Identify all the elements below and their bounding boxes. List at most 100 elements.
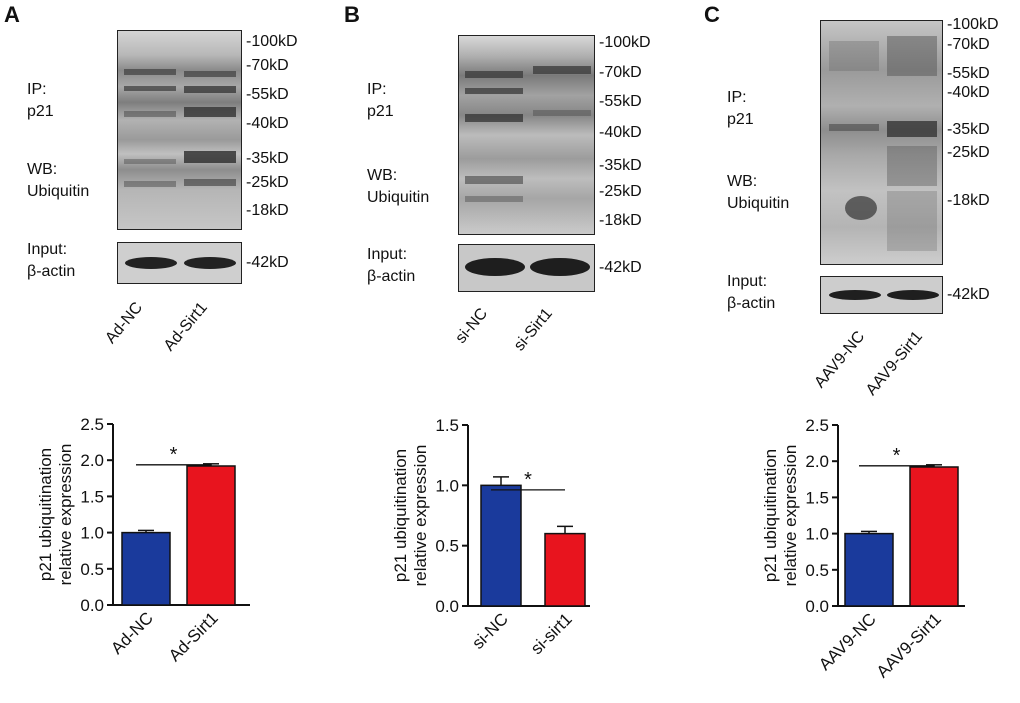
y-tick-label: 0.0 [435, 597, 459, 616]
marker-25kd: -25kD [246, 174, 289, 191]
input-label: Input: [367, 246, 408, 263]
actin-bands [125, 257, 236, 269]
y-tick-label: 0.5 [80, 560, 104, 579]
lane-label: si-NC [452, 305, 492, 347]
x-tick-label: si-sirt1 [527, 609, 576, 658]
wb-label: WB: [727, 173, 758, 190]
x-tick-label: Ad-NC [107, 608, 157, 658]
marker-55kd: -55kD [599, 93, 642, 110]
lane-label: AAV9-NC [811, 328, 869, 392]
marker-42kd: -42kD [246, 254, 289, 271]
ip-label: IP: [727, 89, 747, 106]
ip-target: p21 [367, 103, 394, 120]
input-target: β-actin [367, 268, 416, 285]
wb-target: Ubiquitin [27, 183, 90, 200]
blot-bands [124, 69, 236, 187]
marker-40kd: -40kD [246, 115, 289, 132]
marker-40kd: -40kD [947, 84, 990, 101]
wb-label: WB: [367, 167, 398, 184]
y-axis-label: p21 ubiquitination [761, 449, 780, 582]
y-tick-label: 0.0 [805, 597, 829, 616]
significance-marker: * [170, 444, 178, 466]
beta-actin-blot [820, 276, 943, 314]
ip-target: p21 [727, 111, 754, 128]
bar [844, 532, 894, 607]
y-tick-label: 1.5 [435, 416, 459, 435]
x-tick-label: si-NC [468, 609, 511, 652]
marker-70kd: -70kD [246, 57, 289, 74]
ubiquitin-blot [117, 30, 242, 230]
y-tick-label: 1.5 [805, 488, 829, 507]
x-tick-label: AAV9-Sirt1 [873, 609, 945, 681]
y-tick-label: 2.5 [80, 415, 104, 434]
panel-label-b: B [344, 2, 360, 27]
marker-42kd: -42kD [947, 286, 990, 303]
wb-target: Ubiquitin [367, 189, 430, 206]
marker-25kd: -25kD [947, 144, 990, 161]
marker-100kd: -100kD [246, 33, 298, 50]
ubiquitin-blot [458, 35, 595, 235]
lane-label: Ad-Sirt1 [160, 299, 212, 355]
significance-marker: * [893, 445, 901, 467]
y-tick-label: 1.0 [80, 524, 104, 543]
input-label: Input: [727, 273, 768, 290]
bar [544, 532, 586, 607]
marker-100kd: -100kD [947, 16, 999, 33]
input-label: Input: [27, 241, 68, 258]
beta-actin-blot [117, 242, 242, 284]
significance-marker: * [524, 469, 532, 491]
bar-chart-c: 0.0 0.5 1.0 1.5 2.0 2.5 p21 ubiquitination rela… [761, 416, 965, 681]
blot-bands [465, 66, 591, 202]
panel-label-a: A [4, 2, 20, 27]
marker-42kd: -42kD [599, 259, 642, 276]
ip-label: IP: [27, 81, 47, 98]
y-axis-label: relative expression [411, 445, 430, 587]
lane-label: Ad-NC [102, 299, 147, 347]
bar-chart-a: 0.0 0.5 1.0 1.5 2.0 2.5 p21 ubiquitination rela… [36, 415, 250, 665]
ubiquitin-blot [820, 20, 943, 265]
y-axis-label: p21 ubiquitination [391, 449, 410, 582]
y-tick-label: 0.5 [435, 537, 459, 556]
y-tick-label: 0.5 [805, 561, 829, 580]
lane-label: si-Sirt1 [511, 305, 557, 355]
ip-target: p21 [27, 103, 54, 120]
y-axis-label: relative expression [781, 445, 800, 587]
bar [121, 531, 171, 606]
marker-40kd: -40kD [599, 124, 642, 141]
y-tick-label: 0.0 [80, 596, 104, 615]
ip-label: IP: [367, 81, 387, 98]
wb-label: WB: [27, 161, 58, 178]
bar-chart-b: 0.0 0.5 1.0 1.5 p21 ubiquitination relative e… [391, 416, 590, 658]
y-tick-label: 1.5 [80, 487, 104, 506]
y-axis-label: relative expression [56, 444, 75, 586]
y-tick-label: 1.0 [805, 525, 829, 544]
marker-35kd: -35kD [246, 150, 289, 167]
marker-25kd: -25kD [599, 183, 642, 200]
actin-bands [465, 258, 590, 276]
marker-100kd: -100kD [599, 34, 651, 51]
actin-bands [829, 290, 939, 300]
wb-target: Ubiquitin [727, 195, 790, 212]
beta-actin-blot [458, 244, 595, 292]
panel-label-c: C [704, 2, 720, 27]
input-target: β-actin [727, 295, 776, 312]
y-axis-label: p21 ubiquitination [36, 448, 55, 581]
x-tick-label: Ad-Sirt1 [165, 608, 222, 665]
blot-bands [829, 36, 937, 251]
marker-70kd: -70kD [947, 36, 990, 53]
marker-35kd: -35kD [947, 121, 990, 138]
y-tick-label: 2.5 [805, 416, 829, 435]
marker-55kd: -55kD [246, 86, 289, 103]
marker-70kd: -70kD [599, 64, 642, 81]
bar [909, 466, 959, 607]
lane-label: AAV9-Sirt1 [862, 328, 927, 399]
marker-18kd: -18kD [246, 202, 289, 219]
marker-55kd: -55kD [947, 65, 990, 82]
input-target: β-actin [27, 263, 76, 280]
y-tick-label: 2.0 [80, 451, 104, 470]
bar [186, 465, 236, 606]
x-tick-label: AAV9-NC [815, 609, 880, 674]
marker-18kd: -18kD [947, 192, 990, 209]
marker-18kd: -18kD [599, 212, 642, 229]
marker-35kd: -35kD [599, 157, 642, 174]
